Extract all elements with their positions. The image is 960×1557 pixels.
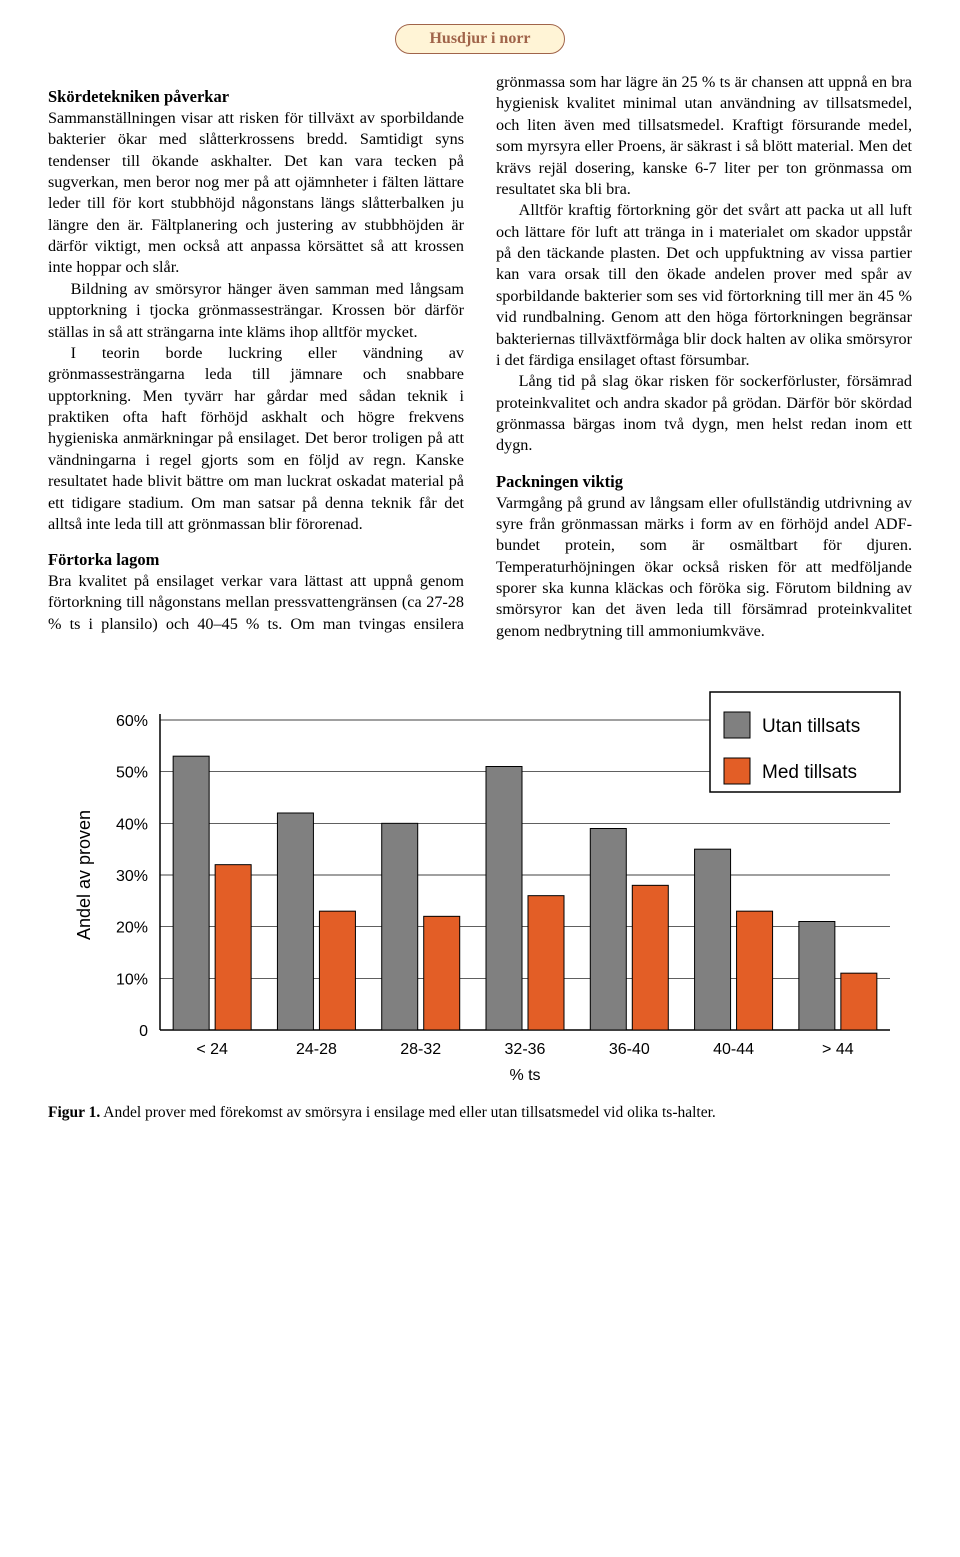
- svg-text:20%: 20%: [116, 920, 148, 937]
- svg-text:32-36: 32-36: [505, 1041, 546, 1058]
- svg-text:60%: 60%: [116, 713, 148, 730]
- article-body: Skördetekniken påverkar Sammanställninge…: [48, 72, 912, 642]
- figure-text: Andel prover med förekomst av smörsyra i…: [100, 1104, 716, 1121]
- para-7: Varmgång på grund av långsam eller ofull…: [496, 493, 912, 643]
- svg-text:24-28: 24-28: [296, 1041, 337, 1058]
- svg-text:> 44: > 44: [822, 1041, 854, 1058]
- svg-text:40%: 40%: [116, 816, 148, 833]
- para-6: Lång tid på slag ökar risken för sockerf…: [496, 371, 912, 457]
- svg-text:% ts: % ts: [509, 1067, 540, 1084]
- para-2: Bildning av smörsyror hänger även samman…: [48, 279, 464, 343]
- svg-text:< 24: < 24: [196, 1041, 228, 1058]
- svg-text:40-44: 40-44: [713, 1041, 754, 1058]
- para-3: I teorin borde luckring eller vändning a…: [48, 343, 464, 535]
- heading-1: Skördetekniken påverkar: [48, 86, 464, 108]
- svg-text:10%: 10%: [116, 971, 148, 988]
- svg-text:0: 0: [139, 1023, 148, 1040]
- para-5: Alltför kraftig förtorkning gör det svår…: [496, 200, 912, 371]
- heading-2: Förtorka lagom: [48, 549, 464, 571]
- svg-text:36-40: 36-40: [609, 1041, 650, 1058]
- heading-3: Packningen viktig: [496, 471, 912, 493]
- bar-chart-svg: 0 10% 20% 30% 40% 50% 60% < 24 24-28 28-32 32-36 36…: [50, 690, 910, 1090]
- section-pill: Husdjur i norr: [395, 24, 565, 54]
- bar-chart: 0 10% 20% 30% 40% 50% 60% < 24 24-28 28-32 32-36 36…: [48, 690, 912, 1090]
- svg-text:30%: 30%: [116, 868, 148, 885]
- svg-text:50%: 50%: [116, 765, 148, 782]
- figure-label: Figur 1.: [48, 1104, 100, 1121]
- figure-caption: Figur 1. Andel prover med förekomst av s…: [48, 1104, 912, 1122]
- svg-text:Andel av proven: Andel av proven: [74, 810, 94, 940]
- svg-text:28-32: 28-32: [400, 1041, 441, 1058]
- svg-text:Utan tillsats: Utan tillsats: [762, 716, 860, 737]
- para-1: Sammanställningen visar att risken för t…: [48, 108, 464, 279]
- svg-text:Med tillsats: Med tillsats: [762, 762, 857, 783]
